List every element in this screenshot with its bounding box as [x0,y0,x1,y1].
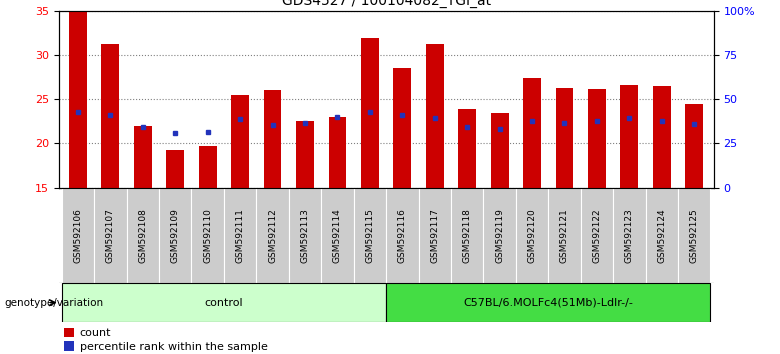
Text: GSM592121: GSM592121 [560,208,569,263]
Bar [264,90,282,188]
FancyBboxPatch shape [353,188,386,283]
FancyBboxPatch shape [419,188,451,283]
FancyBboxPatch shape [386,283,711,322]
FancyBboxPatch shape [548,188,581,283]
Text: genotype/variation: genotype/variation [4,298,103,308]
FancyBboxPatch shape [484,188,516,283]
Bar [328,117,346,188]
Text: GSM592114: GSM592114 [333,208,342,263]
Bar [69,12,87,188]
Text: GSM592122: GSM592122 [593,208,601,263]
Text: GSM592115: GSM592115 [365,208,374,263]
Bar [588,88,606,188]
FancyBboxPatch shape [62,188,94,283]
Bar [459,109,476,188]
Bar [166,149,184,188]
Text: GSM592120: GSM592120 [527,208,537,263]
FancyBboxPatch shape [257,188,289,283]
FancyBboxPatch shape [126,188,159,283]
Text: GSM592113: GSM592113 [300,208,310,263]
FancyBboxPatch shape [289,188,321,283]
FancyBboxPatch shape [516,188,548,283]
Text: C57BL/6.MOLFc4(51Mb)-Ldlr-/-: C57BL/6.MOLFc4(51Mb)-Ldlr-/- [463,298,633,308]
Bar [491,113,509,188]
Text: GSM592111: GSM592111 [236,208,245,263]
Bar [620,85,638,188]
Bar [231,95,249,188]
Bar [361,38,379,188]
Bar [426,44,444,188]
Bar [199,146,217,188]
Title: GDS4527 / 100104082_TGI_at: GDS4527 / 100104082_TGI_at [282,0,491,8]
FancyBboxPatch shape [386,188,419,283]
FancyBboxPatch shape [321,188,353,283]
Bar [296,121,314,188]
Text: GSM592123: GSM592123 [625,208,634,263]
FancyBboxPatch shape [646,188,678,283]
FancyBboxPatch shape [451,188,484,283]
FancyBboxPatch shape [62,283,386,322]
Text: GSM592125: GSM592125 [690,208,699,263]
Text: GSM592108: GSM592108 [138,208,147,263]
Bar [653,86,671,188]
Text: GSM592117: GSM592117 [431,208,439,263]
Text: GSM592107: GSM592107 [106,208,115,263]
Text: GSM592110: GSM592110 [204,208,212,263]
Bar [523,78,541,188]
Text: control: control [204,298,243,308]
Text: GSM592106: GSM592106 [73,208,83,263]
Text: GSM592119: GSM592119 [495,208,504,263]
Bar [686,104,703,188]
FancyBboxPatch shape [191,188,224,283]
Text: GSM592112: GSM592112 [268,208,277,263]
Bar [393,68,411,188]
FancyBboxPatch shape [159,188,191,283]
FancyBboxPatch shape [224,188,257,283]
Bar [134,126,152,188]
Text: GSM592109: GSM592109 [171,208,179,263]
FancyBboxPatch shape [94,188,126,283]
Text: GSM592118: GSM592118 [463,208,472,263]
FancyBboxPatch shape [581,188,613,283]
Bar [101,44,119,188]
FancyBboxPatch shape [678,188,711,283]
Text: GSM592124: GSM592124 [658,208,666,263]
Text: GSM592116: GSM592116 [398,208,407,263]
FancyBboxPatch shape [613,188,646,283]
Bar [555,88,573,188]
Legend: count, percentile rank within the sample: count, percentile rank within the sample [64,328,268,352]
